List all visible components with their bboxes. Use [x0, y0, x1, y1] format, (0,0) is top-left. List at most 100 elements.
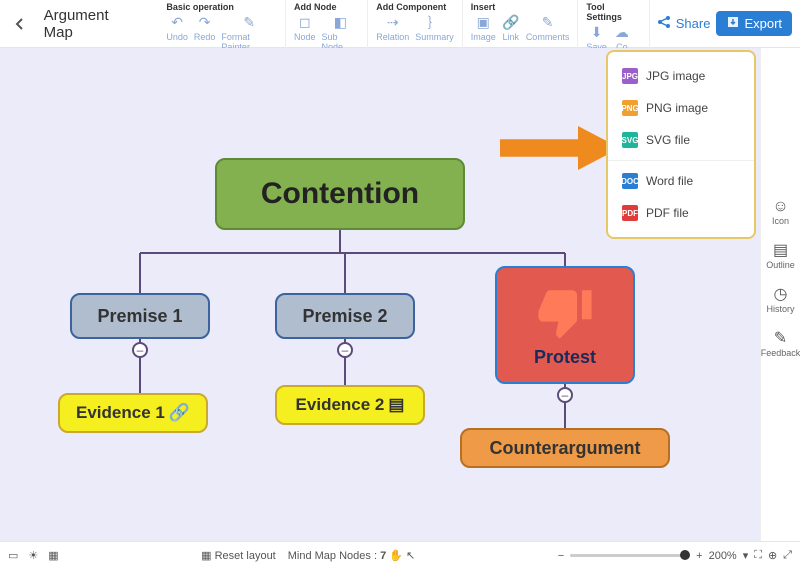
ribbon-item-label: Summary	[415, 32, 454, 42]
topbar: Argument Map Basic operation↶Undo↷Redo✎F…	[0, 0, 800, 48]
sidebar-item-label: Outline	[766, 260, 795, 270]
sub-node-button[interactable]: ◧Sub Node	[322, 14, 360, 52]
ribbon-group-add-node: Add Node◻Node◧Sub Node	[286, 0, 368, 48]
redo-button[interactable]: ↷Redo	[194, 14, 216, 52]
zoom-percent: 200%	[709, 550, 737, 562]
thumb-down-icon	[536, 283, 594, 341]
node-premise1[interactable]: Premise 1	[70, 293, 210, 339]
ribbon-group-label: Add Component	[376, 2, 454, 12]
export-item-label: PNG image	[646, 101, 708, 115]
share-icon	[656, 14, 672, 33]
page-title: Argument Map	[44, 7, 141, 41]
note-icon: ▤	[388, 395, 404, 415]
image-button[interactable]: ▣Image	[471, 14, 496, 42]
node-icon: ◻	[296, 14, 314, 32]
export-item-pdf[interactable]: PDFPDF file	[608, 197, 754, 229]
nodes-count: Mind Map Nodes : 7 ✋ ↖	[288, 549, 416, 562]
file-doc-icon: DOC	[622, 173, 638, 189]
export-icon	[726, 15, 740, 32]
collapse-toggle[interactable]: –	[557, 387, 573, 403]
sidebar-item-icon[interactable]: ☺Icon	[772, 198, 789, 226]
export-item-jpg[interactable]: JPG JPG image	[608, 60, 754, 92]
sidebar-item-label: Feedback	[761, 348, 800, 358]
collapse-toggle[interactable]: –	[132, 342, 148, 358]
ribbon-item-label: Undo	[166, 32, 188, 42]
file-svg-icon: SVG	[622, 132, 638, 148]
ribbon-item-label: Relation	[376, 32, 409, 42]
hand-icon[interactable]: ✋	[389, 550, 403, 562]
zoom-dropdown-icon[interactable]: ▾	[743, 549, 749, 562]
link-button[interactable]: 🔗Link	[502, 14, 520, 42]
zoom-slider[interactable]	[570, 554, 690, 557]
undo-icon: ↶	[168, 14, 186, 32]
ribbon-group-basic-operation: Basic operation↶Undo↷Redo✎Format Painter	[158, 0, 286, 48]
brightness-icon[interactable]: ☀	[28, 549, 38, 562]
save-icon: ⬇	[588, 24, 606, 42]
node-counter[interactable]: Counterargument	[460, 428, 670, 468]
ribbon-group-label: Insert	[471, 2, 570, 12]
undo-button[interactable]: ↶Undo	[166, 14, 188, 52]
arrow-icon	[500, 126, 620, 170]
sidebar-item-label: History	[766, 304, 794, 314]
share-label: Share	[676, 16, 711, 31]
node-button[interactable]: ◻Node	[294, 14, 316, 52]
format-painter-button[interactable]: ✎Format Painter	[221, 14, 277, 52]
statusbar-left: ▭ ☀ ▦	[8, 549, 59, 562]
node-contention[interactable]: Contention	[215, 158, 465, 230]
export-button[interactable]: Export	[716, 11, 792, 36]
file-jpg-icon: JPG	[622, 68, 638, 84]
ribbon-item-label: Link	[503, 32, 520, 42]
link-icon: 🔗	[502, 14, 520, 32]
export-item-doc[interactable]: DOCWord file	[608, 165, 754, 197]
export-menu: JPG JPG image PNG PNG image SVGSVG file DOCWo…	[606, 50, 756, 239]
ribbon-item-label: Comments	[526, 32, 570, 42]
ribbon-group-label: Basic operation	[166, 2, 277, 12]
node-evidence2[interactable]: Evidence 2 ▤	[275, 385, 425, 425]
cursor-icon[interactable]: ↖	[406, 550, 415, 562]
icon-icon: ☺	[772, 198, 788, 216]
image-icon: ▣	[474, 14, 492, 32]
format-painter-icon: ✎	[240, 14, 258, 32]
node-premise2[interactable]: Premise 2	[275, 293, 415, 339]
relation-button[interactable]: ⇢Relation	[376, 14, 409, 42]
feedback-icon: ✎	[774, 328, 787, 348]
export-label: Export	[744, 16, 782, 31]
zoom-in-button[interactable]: +	[696, 550, 702, 562]
ribbon-group-add-component: Add Component ⇢Relation｝Summary	[368, 0, 463, 48]
presentation-icon[interactable]: ▭	[8, 549, 18, 562]
collapse-toggle[interactable]: –	[337, 342, 353, 358]
reset-layout-button[interactable]: ▦ Reset layout	[201, 549, 276, 562]
ribbon-item-label: Redo	[194, 32, 216, 42]
export-item-svg[interactable]: SVGSVG file	[608, 124, 754, 156]
zoom-thumb[interactable]	[680, 550, 690, 560]
redo-icon: ↷	[196, 14, 214, 32]
comments-icon: ✎	[539, 14, 557, 32]
export-item-png[interactable]: PNG PNG image	[608, 92, 754, 124]
fullscreen-icon[interactable]: ⤢	[783, 549, 792, 562]
summary-button[interactable]: ｝Summary	[415, 14, 454, 42]
outline-icon: ▤	[773, 240, 788, 260]
ribbon-group-label: Tool Settings	[586, 2, 640, 22]
fit-icon[interactable]: ⛶	[754, 549, 762, 562]
export-item-label: JPG image	[646, 69, 705, 83]
back-button[interactable]	[8, 12, 32, 36]
file-pdf-icon: PDF	[622, 205, 638, 221]
ribbon-group-insert: Insert ▣Image 🔗Link ✎Comments	[463, 0, 579, 48]
sidebar-item-outline[interactable]: ▤Outline	[766, 240, 795, 270]
sidebar: ☺Icon ▤Outline ◷History ✎Feedback	[760, 48, 800, 541]
ribbon-group-label: Add Node	[294, 2, 359, 12]
center-icon[interactable]: ⊕	[768, 549, 777, 562]
node-evidence1[interactable]: Evidence 1 🔗	[58, 393, 208, 433]
sub-node-icon: ◧	[331, 14, 349, 32]
export-menu-separator	[608, 160, 754, 161]
grid-icon[interactable]: ▦	[48, 549, 58, 562]
node-protest[interactable]: Protest	[495, 266, 635, 384]
comments-button[interactable]: ✎Comments	[526, 14, 570, 42]
share-button[interactable]: Share	[656, 14, 711, 33]
ribbon: Basic operation↶Undo↷Redo✎Format Painter…	[158, 0, 649, 48]
sidebar-item-feedback[interactable]: ✎Feedback	[761, 328, 800, 358]
file-png-icon: PNG	[622, 100, 638, 116]
zoom-out-button[interactable]: −	[558, 550, 564, 562]
sidebar-item-history[interactable]: ◷History	[766, 284, 794, 314]
ribbon-item-label: Image	[471, 32, 496, 42]
